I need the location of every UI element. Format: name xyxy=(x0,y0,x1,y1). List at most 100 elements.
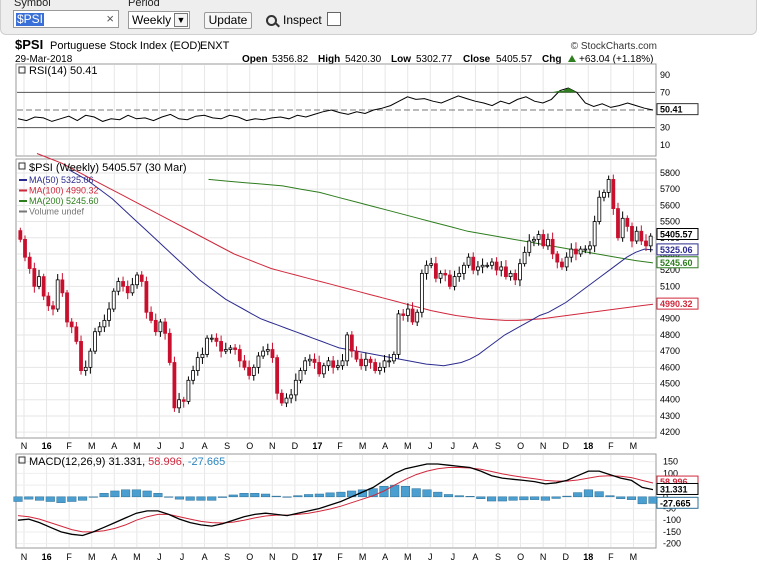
x-axis-label-bottom: S xyxy=(224,552,230,562)
x-axis-label-bottom: A xyxy=(202,552,208,562)
candle xyxy=(293,379,298,396)
x-axis-label-bottom: A xyxy=(111,552,117,562)
x-axis-label-top: S xyxy=(495,441,501,451)
candle xyxy=(387,360,392,363)
macd-histogram-bar xyxy=(519,496,529,501)
candle xyxy=(65,292,69,323)
candle xyxy=(368,358,373,363)
candle xyxy=(625,217,630,227)
candle xyxy=(195,357,200,371)
candle xyxy=(611,179,616,209)
x-axis-label-bottom: M xyxy=(404,552,412,562)
candle xyxy=(41,276,46,297)
candle xyxy=(205,337,209,355)
macd-histogram-bar xyxy=(260,493,271,498)
period-select[interactable]: Weekly ▼ xyxy=(128,11,190,29)
x-axis-label-bottom: N xyxy=(269,552,276,562)
rsi-plot xyxy=(17,87,654,122)
x-axis-label-bottom: J xyxy=(157,552,162,562)
up-triangle-icon xyxy=(568,55,576,62)
candle xyxy=(574,248,578,255)
price-settings-icon[interactable] xyxy=(18,162,26,170)
rsi-label: RSI(14) 50.41 xyxy=(29,65,97,77)
rsi-tick: 10 xyxy=(660,140,670,150)
candle xyxy=(382,360,387,368)
candle xyxy=(527,240,532,253)
candle xyxy=(186,379,191,402)
macd-histogram-bar xyxy=(131,489,141,498)
macd-histogram-bar xyxy=(551,496,561,499)
candle xyxy=(522,251,527,265)
macd-histogram-bar xyxy=(605,495,615,498)
macd-histogram-bar xyxy=(78,496,88,501)
x-axis-label-top: D xyxy=(562,441,569,451)
x-axis-label-bottom: M xyxy=(359,552,367,562)
candle xyxy=(433,263,438,279)
candle xyxy=(354,350,359,360)
macd-histogram-bar xyxy=(239,493,249,498)
candle xyxy=(69,321,74,328)
price-tick: 5800 xyxy=(660,168,680,178)
candle xyxy=(606,179,611,193)
macd-label-signal: 58.996, xyxy=(148,456,185,468)
rsi-tick: 70 xyxy=(660,87,670,97)
rsi-line xyxy=(17,87,654,122)
candle xyxy=(457,272,462,278)
chevron-down-icon[interactable]: ▼ xyxy=(174,13,188,27)
macd-histogram-bar xyxy=(67,496,77,502)
candle xyxy=(536,234,541,240)
inspect-checkbox[interactable] xyxy=(327,12,341,26)
candle xyxy=(335,365,340,368)
x-axis-label-top: S xyxy=(224,441,230,451)
candle xyxy=(452,276,457,287)
candle xyxy=(93,331,97,352)
x-axis-label-top: M xyxy=(88,441,96,451)
x-axis-label-bottom: 16 xyxy=(42,552,52,562)
candle xyxy=(139,274,144,282)
candle xyxy=(149,311,153,321)
price-tick: 4300 xyxy=(660,411,680,421)
macd-histogram-bar xyxy=(411,488,421,498)
macd-histogram-bar xyxy=(174,496,184,500)
symbol-input[interactable]: $PSI xyxy=(16,12,45,26)
period-label: Period xyxy=(128,0,160,9)
macd-histogram-bar xyxy=(626,496,637,500)
candle xyxy=(476,266,480,271)
macd-histogram-bar xyxy=(325,492,335,498)
macd-label-hist: -27.665 xyxy=(188,456,225,468)
close-label: Close xyxy=(463,54,491,65)
candle xyxy=(429,263,434,266)
x-axis-label-top: 16 xyxy=(42,441,52,451)
x-axis-label-bottom: O xyxy=(246,552,253,562)
macd-settings-icon[interactable] xyxy=(18,456,26,464)
macd-histogram-bar xyxy=(530,496,540,500)
macd-tick: -100 xyxy=(663,515,681,525)
x-axis-label-top: D xyxy=(292,441,299,451)
rsi-settings-icon[interactable] xyxy=(18,66,26,74)
grid-lines xyxy=(17,65,655,547)
x-axis-label-bottom: J xyxy=(451,552,456,562)
x-axis-label-bottom: 18 xyxy=(583,552,593,562)
x-axis-label-top: A xyxy=(202,441,208,451)
price-tick: 5700 xyxy=(660,184,680,194)
candle xyxy=(532,238,536,242)
ma200-value-box: 5245.60 xyxy=(660,258,693,268)
macd-histogram-bar xyxy=(637,496,647,505)
candle xyxy=(279,392,284,404)
x-axis-label-bottom: A xyxy=(472,552,478,562)
symbol-field[interactable]: $PSI × xyxy=(13,10,119,28)
macd-histogram-bar xyxy=(142,490,152,498)
candle xyxy=(564,256,569,268)
price-label: $PSI (Weekly) 5405.57 (30 Mar) xyxy=(29,162,187,174)
candle xyxy=(172,362,177,409)
x-axis-label-top: 17 xyxy=(312,441,322,451)
candle xyxy=(424,264,429,274)
clear-icon[interactable]: × xyxy=(106,11,114,26)
macd-histogram-bar xyxy=(583,489,593,498)
macd-plot xyxy=(13,463,658,537)
update-button[interactable]: Update xyxy=(204,12,252,29)
x-axis-label-bottom: F xyxy=(66,552,72,562)
x-axis-labels: N 16 F M A M J J A S O N D 17 F M A M J J A S O N D 18 F M N 16 F M A M J J… xyxy=(21,441,637,562)
candle xyxy=(592,221,597,247)
